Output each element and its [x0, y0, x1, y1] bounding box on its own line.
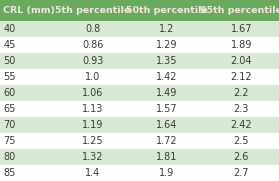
Bar: [130, 117, 204, 133]
Text: 1.72: 1.72: [156, 136, 177, 146]
Bar: [130, 101, 204, 117]
Text: 80: 80: [3, 152, 16, 162]
Bar: [56, 69, 130, 85]
Text: CRL (mm): CRL (mm): [3, 6, 55, 15]
Bar: [0, 133, 56, 149]
Bar: [56, 117, 130, 133]
Bar: [0, 53, 56, 69]
Text: 2.7: 2.7: [234, 168, 249, 178]
Bar: [0, 149, 56, 165]
Text: 1.64: 1.64: [156, 120, 177, 130]
Bar: [0, 69, 56, 85]
Text: 65: 65: [3, 104, 16, 114]
Bar: [204, 69, 279, 85]
Bar: [0, 117, 56, 133]
Text: 75: 75: [3, 136, 16, 146]
Text: 2.12: 2.12: [230, 72, 252, 82]
Bar: [204, 85, 279, 101]
Bar: [204, 149, 279, 165]
Text: 1.9: 1.9: [159, 168, 174, 178]
Text: 1.32: 1.32: [82, 152, 104, 162]
Text: 1.19: 1.19: [82, 120, 104, 130]
Bar: [0, 37, 56, 53]
Bar: [56, 101, 130, 117]
Text: 40: 40: [3, 24, 16, 34]
Bar: [56, 37, 130, 53]
Text: 55: 55: [3, 72, 16, 82]
Text: 1.35: 1.35: [156, 56, 177, 66]
Text: 5th percentile: 5th percentile: [55, 6, 130, 15]
Text: 0.93: 0.93: [82, 56, 104, 66]
Bar: [0, 101, 56, 117]
Bar: [56, 21, 130, 37]
Bar: [204, 21, 279, 37]
Bar: [130, 133, 204, 149]
Text: 1.2: 1.2: [159, 24, 174, 34]
Text: 2.3: 2.3: [234, 104, 249, 114]
Text: 1.06: 1.06: [82, 88, 104, 98]
Text: 1.67: 1.67: [230, 24, 252, 34]
Text: 70: 70: [3, 120, 16, 130]
Bar: [130, 37, 204, 53]
Bar: [0, 165, 56, 181]
Text: 1.49: 1.49: [156, 88, 177, 98]
Bar: [56, 53, 130, 69]
Text: 2.5: 2.5: [234, 136, 249, 146]
Text: 2.42: 2.42: [230, 120, 252, 130]
Bar: [204, 133, 279, 149]
Text: 1.29: 1.29: [156, 40, 177, 50]
Text: 85: 85: [3, 168, 16, 178]
Text: 50: 50: [3, 56, 16, 66]
Bar: [56, 149, 130, 165]
Text: 95th percentile: 95th percentile: [200, 6, 279, 15]
Bar: [130, 165, 204, 181]
Text: 0.8: 0.8: [85, 24, 100, 34]
Text: 2.2: 2.2: [234, 88, 249, 98]
Bar: [130, 149, 204, 165]
Text: 1.13: 1.13: [82, 104, 104, 114]
Bar: [0, 0, 56, 21]
Text: 50th percentile: 50th percentile: [126, 6, 208, 15]
Bar: [204, 117, 279, 133]
Bar: [130, 0, 204, 21]
Bar: [204, 53, 279, 69]
Text: 2.04: 2.04: [230, 56, 252, 66]
Bar: [204, 165, 279, 181]
Text: 1.0: 1.0: [85, 72, 100, 82]
Text: 1.25: 1.25: [82, 136, 104, 146]
Text: 0.86: 0.86: [82, 40, 104, 50]
Bar: [204, 101, 279, 117]
Text: 60: 60: [3, 88, 16, 98]
Bar: [204, 0, 279, 21]
Bar: [56, 0, 130, 21]
Text: 2.6: 2.6: [234, 152, 249, 162]
Bar: [130, 69, 204, 85]
Bar: [0, 21, 56, 37]
Text: 1.57: 1.57: [156, 104, 177, 114]
Text: 1.81: 1.81: [156, 152, 177, 162]
Text: 1.89: 1.89: [231, 40, 252, 50]
Text: 1.42: 1.42: [156, 72, 177, 82]
Text: 1.4: 1.4: [85, 168, 100, 178]
Bar: [130, 53, 204, 69]
Bar: [56, 165, 130, 181]
Bar: [0, 85, 56, 101]
Text: 45: 45: [3, 40, 16, 50]
Bar: [204, 37, 279, 53]
Bar: [130, 21, 204, 37]
Bar: [130, 85, 204, 101]
Bar: [56, 85, 130, 101]
Bar: [56, 133, 130, 149]
